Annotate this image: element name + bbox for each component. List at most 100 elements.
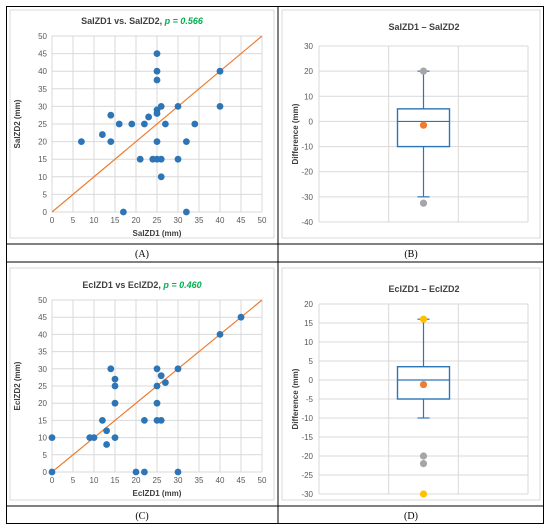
data-point <box>216 331 224 338</box>
data-point <box>153 399 161 407</box>
y-tick-label: -10 <box>301 414 313 423</box>
y-tick-label: -30 <box>301 193 313 202</box>
y-tick-label: 0 <box>43 208 48 217</box>
data-point <box>174 103 182 110</box>
data-point <box>107 138 115 146</box>
y-tick-label: -15 <box>301 433 313 442</box>
y-tick-label: 20 <box>38 399 47 408</box>
caption-d: (D) <box>404 511 418 522</box>
y-tick-label: 15 <box>38 155 47 164</box>
data-point <box>107 111 115 119</box>
data-point <box>145 113 153 121</box>
y-tick-label: 10 <box>38 173 47 182</box>
y-tick-label: 30 <box>304 42 313 51</box>
y-tick-label: 35 <box>38 85 47 94</box>
data-point <box>157 173 165 181</box>
data-point <box>237 313 245 321</box>
data-point <box>111 399 119 407</box>
y-tick-label: -40 <box>301 218 313 227</box>
data-point <box>153 365 161 373</box>
caption-a: (A) <box>135 249 149 260</box>
y-tick-label: -20 <box>301 168 313 177</box>
outlier-point <box>419 452 428 460</box>
data-point <box>157 372 165 380</box>
chart-title: SaIZD1 vs. SaIZD2, p = 0.566 <box>81 16 204 26</box>
x-tick-label: 5 <box>71 216 76 225</box>
x-tick-label: 30 <box>174 216 183 225</box>
y-tick-label: 5 <box>43 190 48 199</box>
outlier-point <box>419 199 428 207</box>
data-point <box>107 365 115 373</box>
panel-b-box-chart: SaIZD1 – SaIZD2 -40 -30 -20 -10 0 10 20 30 Differ… <box>291 22 529 227</box>
y-tick-label: 20 <box>38 138 47 147</box>
data-point <box>157 417 165 424</box>
figure-grid: SaIZD1 vs. SaIZD2, p = 0.566 0 5 10 15 20 25 30… <box>6 6 544 524</box>
data-point <box>153 382 161 390</box>
chart-title: SaIZD1 – SaIZD2 <box>388 22 459 32</box>
identity-line <box>51 35 263 213</box>
panel-d-box-chart: EcIZD1 – EcIZD2 -30 -25 -20 -15 -10 -5 0 5 10 15 20… <box>291 284 529 499</box>
x-tick-label: 35 <box>195 216 204 225</box>
data-point <box>99 131 106 138</box>
data-point <box>111 382 119 390</box>
outlier-point <box>419 67 428 75</box>
y-tick-label: 5 <box>309 357 314 366</box>
data-point <box>216 67 224 75</box>
y-axis-label: EcIZD2 (mm) <box>13 361 22 410</box>
x-tick-label: 40 <box>216 216 225 225</box>
x-tick-label: 15 <box>111 476 120 485</box>
y-tick-label: 10 <box>304 92 313 101</box>
data-point <box>111 434 119 441</box>
data-point <box>153 50 161 57</box>
x-tick-label: 30 <box>174 476 183 485</box>
y-tick-label: 25 <box>38 120 47 129</box>
x-tick-label: 45 <box>237 476 246 485</box>
y-tick-label: 40 <box>38 67 47 76</box>
data-point <box>48 468 56 476</box>
y-tick-label: 45 <box>38 50 47 59</box>
data-point <box>103 427 110 435</box>
chart-title-p-value: p = 0.460 <box>162 280 201 290</box>
outlier-point <box>419 315 428 323</box>
y-tick-label: -5 <box>306 395 314 404</box>
y-tick-label: 15 <box>304 319 313 328</box>
x-tick-label: 15 <box>111 216 120 225</box>
panel-c-scatter-chart: EcIZD1 vs EcIZD2, p = 0.460 0 5 10 15 20 25 30 3… <box>13 280 267 498</box>
y-tick-label: 30 <box>38 365 47 374</box>
data-point <box>157 155 165 163</box>
data-point <box>183 138 190 146</box>
y-tick-label: 50 <box>38 296 47 305</box>
y-tick-label: -25 <box>301 471 313 480</box>
data-point <box>183 208 190 216</box>
x-tick-label: 5 <box>71 476 76 485</box>
data-point <box>153 67 161 75</box>
data-point <box>162 120 169 128</box>
data-point <box>174 468 182 476</box>
x-tick-label: 10 <box>90 216 99 225</box>
x-tick-label: 20 <box>132 216 141 225</box>
x-tick-label: 45 <box>237 216 246 225</box>
data-point <box>174 365 182 373</box>
y-tick-label: 10 <box>38 434 47 443</box>
chart-title-text: EcIZD1 vs EcIZD2, <box>82 280 163 290</box>
data-point <box>115 120 123 128</box>
data-point <box>157 103 165 110</box>
x-axis-label: EcIZD1 (mm) <box>133 489 182 498</box>
data-point <box>174 155 182 163</box>
x-tick-label: 20 <box>132 476 141 485</box>
x-tick-label: 25 <box>153 216 162 225</box>
y-axis-label: SaIZD2 (mm) <box>13 99 22 148</box>
data-point <box>153 138 161 146</box>
x-axis-label: SaIZD1 (mm) <box>133 229 182 238</box>
data-point <box>111 375 119 383</box>
data-point <box>120 208 127 216</box>
mean-point <box>419 121 428 129</box>
y-tick-label: 20 <box>304 67 313 76</box>
chart-title: EcIZD1 vs EcIZD2, p = 0.460 <box>82 280 201 290</box>
data-point <box>48 434 56 441</box>
y-tick-label: -20 <box>301 452 313 461</box>
data-point <box>141 468 148 476</box>
data-point <box>90 434 98 441</box>
chart-title-p-value: p = 0.566 <box>164 16 204 26</box>
data-point <box>141 120 148 128</box>
